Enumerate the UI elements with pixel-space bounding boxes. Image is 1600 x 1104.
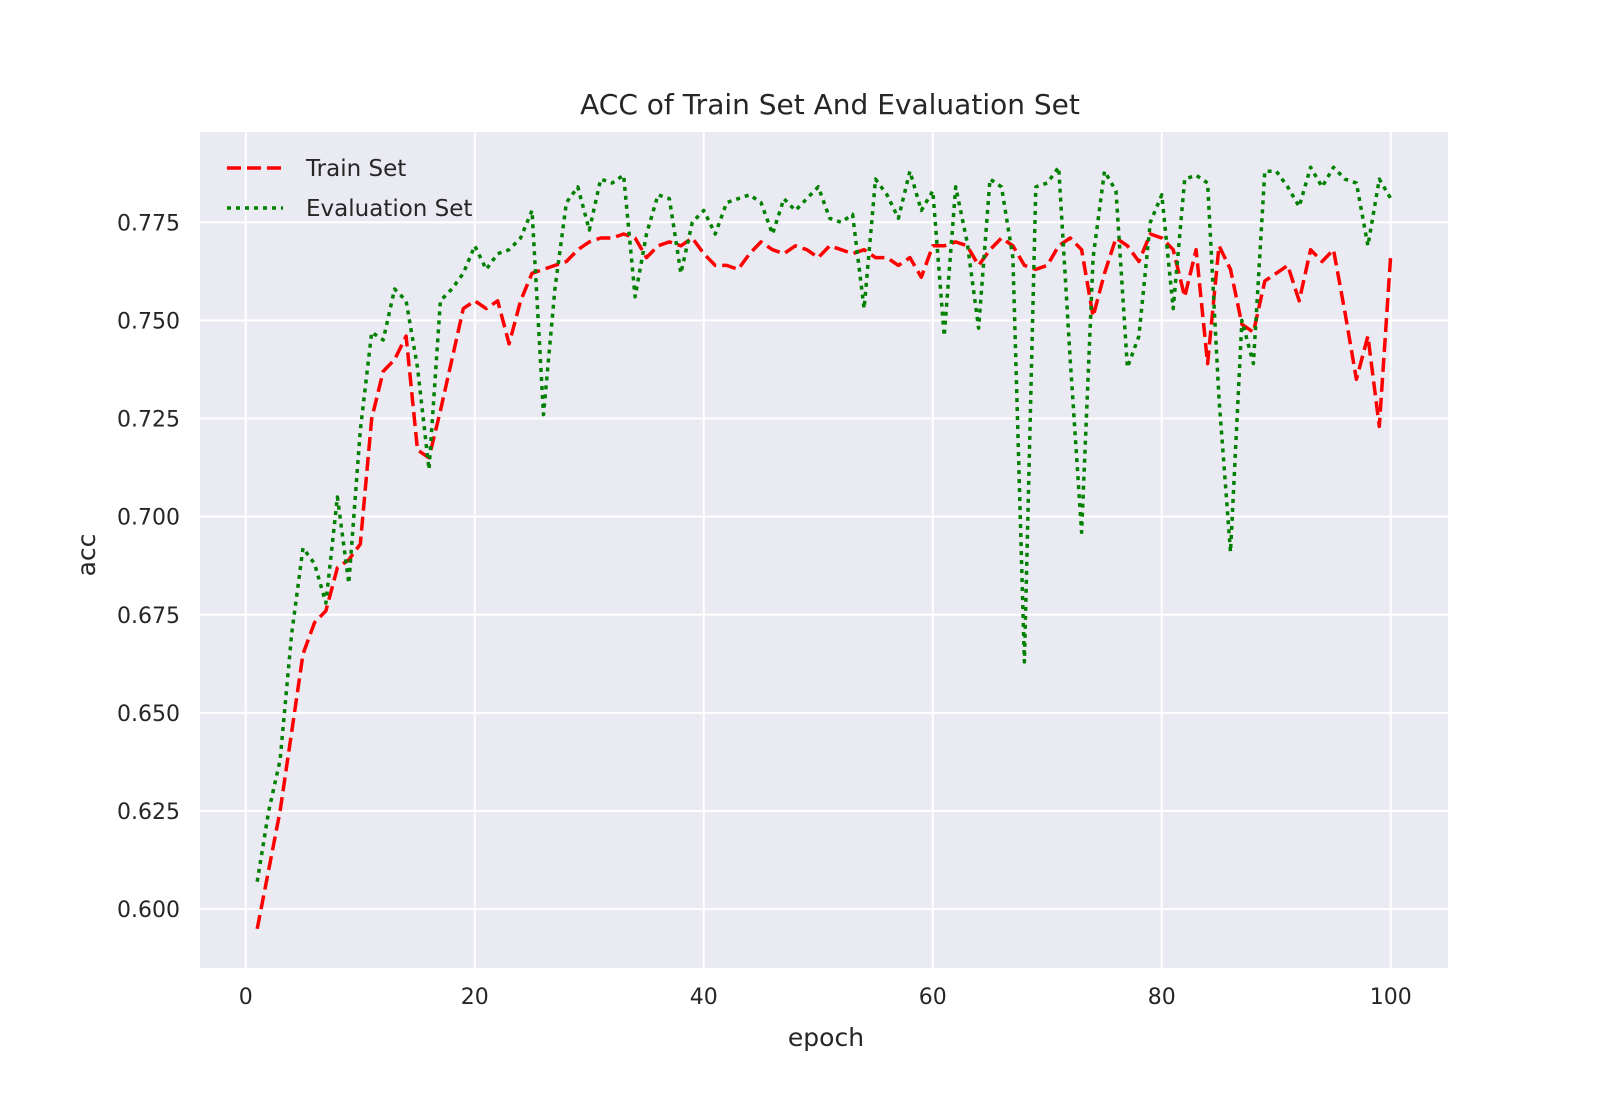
y-tick-label: 0.600 xyxy=(117,898,180,923)
y-tick-label: 0.725 xyxy=(117,408,180,433)
grid-y xyxy=(200,221,1448,911)
legend: Train Set Evaluation Set xyxy=(227,156,472,222)
plot-area xyxy=(200,132,1448,968)
y-axis-label: acc xyxy=(72,534,101,577)
grid-x xyxy=(244,132,1392,968)
x-axis-label: epoch xyxy=(788,1023,864,1052)
legend-label-evaluation-set: Evaluation Set xyxy=(306,196,472,222)
y-tick-label: 0.625 xyxy=(117,800,180,825)
y-tick-label: 0.775 xyxy=(117,211,180,236)
legend-label-train-set: Train Set xyxy=(305,156,406,182)
x-tick-label: 80 xyxy=(1148,985,1176,1010)
series-layer xyxy=(255,165,1393,930)
y-tick-label: 0.700 xyxy=(117,506,180,531)
y-tick-label: 0.675 xyxy=(117,604,180,629)
x-tick-label: 60 xyxy=(919,985,947,1010)
y-tick-label: 0.650 xyxy=(117,702,180,727)
x-tick-label: 20 xyxy=(461,985,489,1010)
x-tick-label: 100 xyxy=(1370,985,1412,1010)
x-tick-labels: 0 20 40 60 80 100 xyxy=(239,985,1412,1010)
series-line-evaluation-set xyxy=(255,165,1393,882)
y-tick-label: 0.750 xyxy=(117,309,180,334)
y-tick-labels: 0.600 0.625 0.650 0.675 0.700 0.725 0.750 0.775 xyxy=(117,211,180,923)
x-tick-label: 40 xyxy=(690,985,718,1010)
x-tick-label: 0 xyxy=(239,985,253,1010)
chart-title: ACC of Train Set And Evaluation Set xyxy=(580,88,1080,121)
series-line-train-set xyxy=(255,232,1393,930)
